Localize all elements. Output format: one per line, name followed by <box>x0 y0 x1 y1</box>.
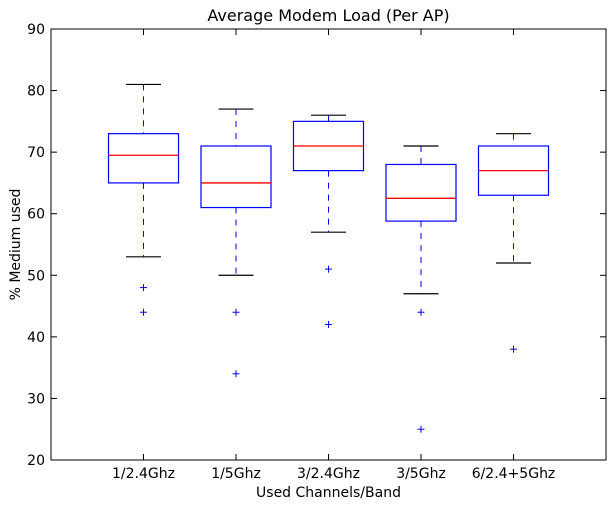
x-tick-label-0: 1/2.4Ghz <box>112 466 175 482</box>
y-tick-label-60: 60 <box>27 207 45 223</box>
y-tick-label-20: 20 <box>27 453 45 469</box>
chart-title: Average Modem Load (Per AP) <box>207 6 449 25</box>
y-tick-label-50: 50 <box>27 268 45 284</box>
plot-frame <box>50 28 607 461</box>
plot-area: 20 30 40 50 60 70 80 90 1/2.4Ghz 1/5Ghz 3/2.4Ghz 3/… <box>27 22 607 482</box>
y-axis-label: % Medium used <box>8 189 24 301</box>
box-0 <box>107 133 180 184</box>
box-1 <box>200 145 272 209</box>
box-3 <box>385 163 457 222</box>
y-tick-label-30: 30 <box>27 391 45 407</box>
y-tick-label-70: 70 <box>27 145 45 161</box>
y-tick-label-80: 80 <box>27 84 45 100</box>
x-tick-label-2: 3/2.4Ghz <box>297 466 360 482</box>
y-tick-label-40: 40 <box>27 330 45 346</box>
x-tick-label-4: 6/2.4+5Ghz <box>472 466 556 482</box>
x-axis-label: Used Channels/Band <box>256 485 401 501</box>
y-tick-label-90: 90 <box>27 22 45 38</box>
x-tick-label-3: 3/5Ghz <box>396 466 446 482</box>
x-tick-label-1: 1/5Ghz <box>211 466 261 482</box>
